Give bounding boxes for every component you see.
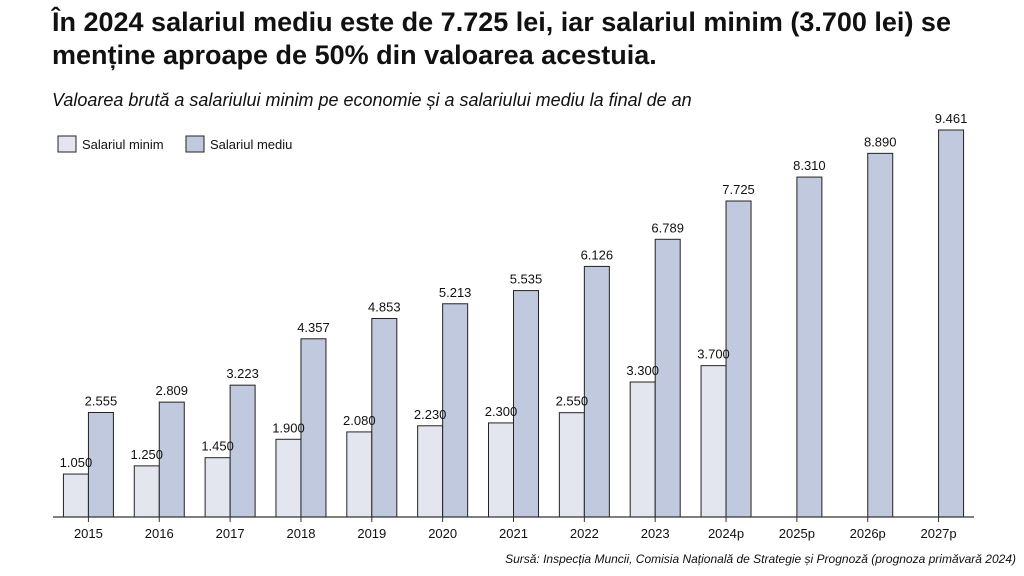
x-tick-label-2019: 2019 bbox=[357, 526, 386, 541]
bar-label-avg-2021: 5.535 bbox=[510, 272, 543, 287]
bar-label-min-2023: 3.300 bbox=[626, 363, 659, 378]
bar-label-min-2015: 1.050 bbox=[60, 455, 93, 470]
chart-title: În 2024 salariul mediu este de 7.725 lei… bbox=[52, 7, 951, 70]
bar-label-min-2018: 1.900 bbox=[272, 420, 305, 435]
legend: Salariul minim Salariul mediu bbox=[57, 135, 292, 153]
x-tick-label-2027p: 2027p bbox=[920, 526, 956, 541]
bar-avg-2023 bbox=[654, 238, 681, 518]
bar-label-min-2021: 2.300 bbox=[485, 404, 518, 419]
legend-swatch-avg bbox=[185, 135, 205, 153]
bar-min-2019 bbox=[346, 431, 373, 518]
source-note: Sursă: Inspecția Muncii, Comisia Naționa… bbox=[505, 552, 1016, 566]
x-axis: 2015 2016 2017 2018 2019 2020 2021 2022 2023 2024… bbox=[53, 516, 974, 541]
bar-avg-2019 bbox=[371, 317, 398, 518]
x-tick-label-2016: 2016 bbox=[145, 526, 174, 541]
bars-group bbox=[62, 129, 965, 518]
bar-label-min-2020: 2.230 bbox=[414, 407, 447, 422]
bar-label-avg-2026p: 8.890 bbox=[864, 134, 897, 149]
legend-swatch-min bbox=[57, 135, 77, 153]
x-tick-label-2025p: 2025p bbox=[779, 526, 815, 541]
bar-avg-2022 bbox=[583, 265, 610, 518]
bar-avg-2017 bbox=[229, 384, 256, 518]
bar-min-2016 bbox=[133, 465, 160, 518]
bar-label-min-2019: 2.080 bbox=[343, 413, 376, 428]
bar-min-2021 bbox=[488, 422, 514, 518]
bar-min-2015 bbox=[62, 473, 89, 518]
bar-min-2022 bbox=[558, 412, 585, 518]
bar-min-2018 bbox=[275, 438, 302, 518]
bar-min-2023 bbox=[629, 381, 656, 518]
legend-label-avg: Salariul mediu bbox=[210, 137, 292, 152]
x-tick-label-2018: 2018 bbox=[287, 526, 316, 541]
bar-label-avg-2020: 5.213 bbox=[439, 285, 472, 300]
bar-label-avg-2019: 4.853 bbox=[368, 299, 401, 314]
x-tick-label-2023: 2023 bbox=[641, 526, 670, 541]
x-tick-label-2026p: 2026p bbox=[850, 526, 886, 541]
bar-avg-2027p bbox=[938, 129, 965, 518]
bar-label-avg-2025p: 8.310 bbox=[793, 158, 826, 173]
bar-min-2020 bbox=[417, 425, 444, 518]
x-tick-label-2015: 2015 bbox=[74, 526, 103, 541]
bar-label-avg-2018: 4.357 bbox=[297, 320, 330, 335]
bar-min-2017 bbox=[204, 457, 231, 518]
bar-label-avg-2027p: 9.461 bbox=[935, 111, 968, 126]
bar-label-avg-2022: 6.126 bbox=[581, 247, 614, 262]
legend-label-min: Salariul minim bbox=[82, 137, 164, 152]
bar-avg-2015 bbox=[87, 411, 114, 518]
x-tick-label-2024p: 2024p bbox=[708, 526, 744, 541]
x-tick-label-2017: 2017 bbox=[216, 526, 245, 541]
chart-subtitle: Valoarea brută a salariului minim pe eco… bbox=[52, 90, 692, 110]
bar-label-avg-2016: 2.809 bbox=[155, 383, 188, 398]
bar-labels-group: 1.050 2.555 1.250 2.809 1.450 3.223 1.900 4.357… bbox=[60, 111, 968, 470]
x-tick-label-2021: 2021 bbox=[499, 526, 528, 541]
bar-label-avg-2024p: 7.725 bbox=[722, 182, 755, 197]
bar-label-avg-2015: 2.555 bbox=[85, 393, 118, 408]
bar-avg-2025p bbox=[796, 176, 823, 518]
bar-label-min-2022: 2.550 bbox=[556, 394, 589, 409]
bar-label-avg-2017: 3.223 bbox=[226, 366, 259, 381]
bar-label-avg-2023: 6.789 bbox=[651, 220, 684, 235]
bar-min-2024p bbox=[700, 365, 727, 518]
bar-avg-2016 bbox=[158, 401, 185, 518]
bar-label-min-2024p: 3.700 bbox=[697, 347, 730, 362]
x-tick-label-2020: 2020 bbox=[428, 526, 457, 541]
bar-avg-2026p bbox=[867, 152, 894, 518]
x-tick-label-2022: 2022 bbox=[570, 526, 599, 541]
bar-label-min-2016: 1.250 bbox=[130, 447, 163, 462]
bar-label-min-2017: 1.450 bbox=[201, 439, 234, 454]
bar-avg-2024p bbox=[725, 200, 752, 518]
